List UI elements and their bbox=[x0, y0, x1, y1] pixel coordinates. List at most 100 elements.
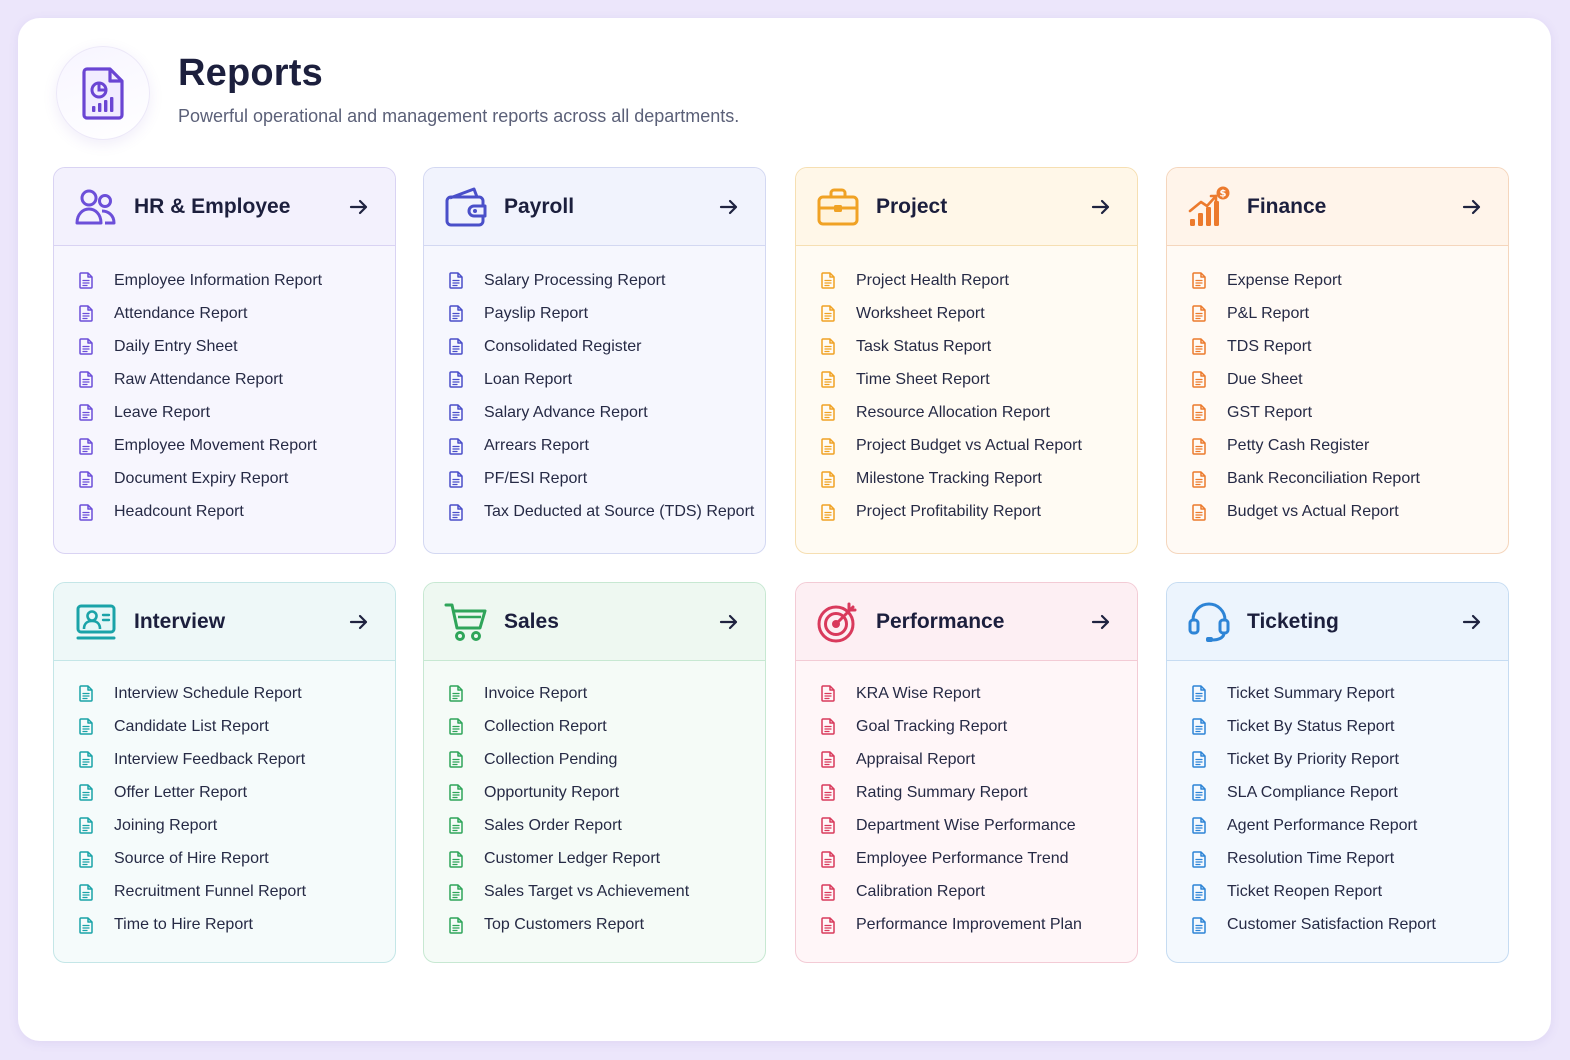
report-item[interactable]: Appraisal Report bbox=[796, 743, 1137, 776]
document-icon bbox=[820, 470, 836, 488]
report-list: Ticket Summary Report Ticket By Status Re… bbox=[1167, 661, 1508, 942]
report-item[interactable]: Ticket By Status Report bbox=[1167, 710, 1508, 743]
report-item[interactable]: Performance Improvement Plan bbox=[796, 909, 1137, 942]
report-item[interactable]: Attendance Report bbox=[54, 297, 395, 330]
report-item[interactable]: Candidate List Report bbox=[54, 710, 395, 743]
report-item-label: Salary Processing Report bbox=[484, 271, 666, 289]
report-item[interactable]: Goal Tracking Report bbox=[796, 710, 1137, 743]
report-item[interactable]: Invoice Report bbox=[424, 677, 765, 710]
report-item[interactable]: Ticket Summary Report bbox=[1167, 677, 1508, 710]
arrow-right-icon[interactable] bbox=[717, 195, 741, 219]
report-item[interactable]: Collection Pending bbox=[424, 743, 765, 776]
report-item[interactable]: Recruitment Funnel Report bbox=[54, 876, 395, 909]
report-list: Expense Report P&L Report TDS Report Due Sh… bbox=[1167, 246, 1508, 529]
report-item-label: Recruitment Funnel Report bbox=[114, 883, 307, 901]
report-item[interactable]: Salary Advance Report bbox=[424, 396, 765, 429]
report-item[interactable]: Employee Movement Report bbox=[54, 429, 395, 462]
report-item[interactable]: Ticket By Priority Report bbox=[1167, 743, 1508, 776]
card-header[interactable]: Performance bbox=[796, 583, 1137, 661]
report-item[interactable]: Tax Deducted at Source (TDS) Report bbox=[424, 496, 765, 529]
report-item[interactable]: Worksheet Report bbox=[796, 297, 1137, 330]
card-header[interactable]: $ Finance bbox=[1167, 168, 1508, 246]
card-header[interactable]: Project bbox=[796, 168, 1137, 246]
report-item[interactable]: Interview Schedule Report bbox=[54, 677, 395, 710]
card-header[interactable]: Payroll bbox=[424, 168, 765, 246]
report-item[interactable]: Due Sheet bbox=[1167, 363, 1508, 396]
report-item[interactable]: Budget vs Actual Report bbox=[1167, 496, 1508, 529]
report-item[interactable]: Interview Feedback Report bbox=[54, 743, 395, 776]
report-item[interactable]: Arrears Report bbox=[424, 429, 765, 462]
finance-chart-icon: $ bbox=[1187, 185, 1231, 229]
card-header[interactable]: Ticketing bbox=[1167, 583, 1508, 661]
report-item[interactable]: Headcount Report bbox=[54, 496, 395, 529]
report-item[interactable]: Leave Report bbox=[54, 396, 395, 429]
card-header[interactable]: HR & Employee bbox=[54, 168, 395, 246]
report-item[interactable]: Customer Satisfaction Report bbox=[1167, 909, 1508, 942]
report-item[interactable]: Employee Performance Trend bbox=[796, 842, 1137, 875]
report-item[interactable]: Document Expiry Report bbox=[54, 463, 395, 496]
report-item[interactable]: Expense Report bbox=[1167, 264, 1508, 297]
report-item[interactable]: TDS Report bbox=[1167, 330, 1508, 363]
report-item[interactable]: Bank Reconciliation Report bbox=[1167, 463, 1508, 496]
report-item[interactable]: Salary Processing Report bbox=[424, 264, 765, 297]
arrow-right-icon[interactable] bbox=[347, 195, 371, 219]
card-header[interactable]: Sales bbox=[424, 583, 765, 661]
report-item[interactable]: Petty Cash Register bbox=[1167, 429, 1508, 462]
report-item[interactable]: Sales Target vs Achievement bbox=[424, 876, 765, 909]
report-item[interactable]: Opportunity Report bbox=[424, 776, 765, 809]
document-icon bbox=[448, 718, 464, 736]
document-icon bbox=[448, 404, 464, 422]
report-item[interactable]: Project Budget vs Actual Report bbox=[796, 429, 1137, 462]
report-item[interactable]: Rating Summary Report bbox=[796, 776, 1137, 809]
report-item[interactable]: Ticket Reopen Report bbox=[1167, 876, 1508, 909]
document-icon bbox=[448, 272, 464, 290]
report-item[interactable]: GST Report bbox=[1167, 396, 1508, 429]
report-item[interactable]: Calibration Report bbox=[796, 876, 1137, 909]
report-item[interactable]: Sales Order Report bbox=[424, 809, 765, 842]
card-title: Sales bbox=[504, 609, 559, 633]
report-item[interactable]: Daily Entry Sheet bbox=[54, 330, 395, 363]
card-finance: $ Finance Expense Report P&L Report TDS Re… bbox=[1166, 167, 1509, 554]
arrow-right-icon[interactable] bbox=[1460, 195, 1484, 219]
report-item[interactable]: Employee Information Report bbox=[54, 264, 395, 297]
arrow-right-icon[interactable] bbox=[1460, 610, 1484, 634]
document-icon bbox=[78, 817, 94, 835]
report-item[interactable]: Task Status Report bbox=[796, 330, 1137, 363]
report-item[interactable]: KRA Wise Report bbox=[796, 677, 1137, 710]
report-item[interactable]: Resolution Time Report bbox=[1167, 842, 1508, 875]
report-list: Employee Information Report Attendance Re… bbox=[54, 246, 395, 529]
report-item[interactable]: PF/ESI Report bbox=[424, 463, 765, 496]
report-item[interactable]: Joining Report bbox=[54, 809, 395, 842]
report-item[interactable]: Customer Ledger Report bbox=[424, 842, 765, 875]
report-item[interactable]: P&L Report bbox=[1167, 297, 1508, 330]
report-item[interactable]: Offer Letter Report bbox=[54, 776, 395, 809]
document-icon bbox=[1191, 817, 1207, 835]
report-item[interactable]: SLA Compliance Report bbox=[1167, 776, 1508, 809]
report-item[interactable]: Time Sheet Report bbox=[796, 363, 1137, 396]
report-item[interactable]: Source of Hire Report bbox=[54, 842, 395, 875]
document-icon bbox=[820, 404, 836, 422]
report-item[interactable]: Loan Report bbox=[424, 363, 765, 396]
report-item[interactable]: Project Health Report bbox=[796, 264, 1137, 297]
report-item[interactable]: Top Customers Report bbox=[424, 909, 765, 942]
report-item[interactable]: Milestone Tracking Report bbox=[796, 463, 1137, 496]
report-item[interactable]: Consolidated Register bbox=[424, 330, 765, 363]
report-item[interactable]: Agent Performance Report bbox=[1167, 809, 1508, 842]
arrow-right-icon[interactable] bbox=[347, 610, 371, 634]
report-item-label: GST Report bbox=[1227, 403, 1313, 421]
report-item[interactable]: Time to Hire Report bbox=[54, 909, 395, 942]
report-item[interactable]: Collection Report bbox=[424, 710, 765, 743]
report-item[interactable]: Project Profitability Report bbox=[796, 496, 1137, 529]
report-item[interactable]: Raw Attendance Report bbox=[54, 363, 395, 396]
arrow-right-icon[interactable] bbox=[1089, 610, 1113, 634]
card-title: Project bbox=[876, 194, 948, 218]
report-item-label: Task Status Report bbox=[856, 337, 992, 355]
report-item[interactable]: Payslip Report bbox=[424, 297, 765, 330]
report-item[interactable]: Resource Allocation Report bbox=[796, 396, 1137, 429]
report-item[interactable]: Department Wise Performance bbox=[796, 809, 1137, 842]
card-header[interactable]: Interview bbox=[54, 583, 395, 661]
document-icon bbox=[820, 751, 836, 769]
arrow-right-icon[interactable] bbox=[717, 610, 741, 634]
card-title: Ticketing bbox=[1247, 609, 1339, 633]
arrow-right-icon[interactable] bbox=[1089, 195, 1113, 219]
